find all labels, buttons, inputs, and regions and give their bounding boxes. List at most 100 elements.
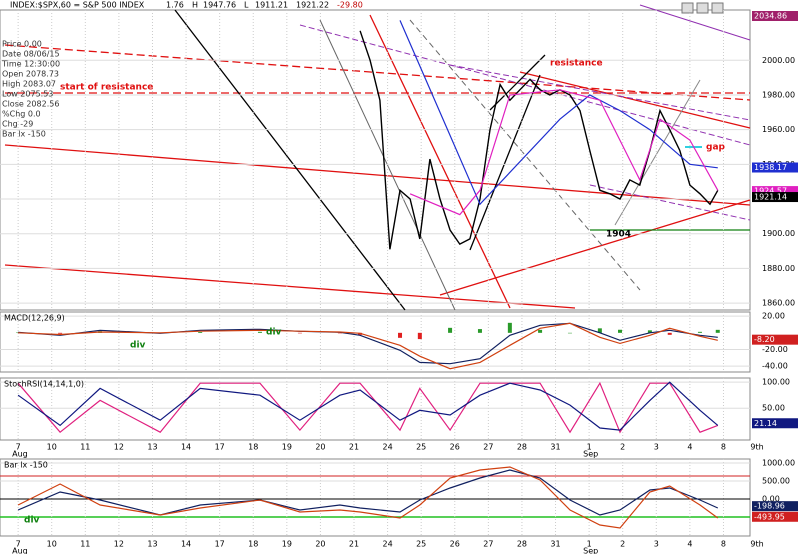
y-tick-label: 20.00 xyxy=(762,312,785,321)
maximize-button[interactable] xyxy=(696,2,709,14)
histogram-bar xyxy=(597,328,602,333)
series-line xyxy=(399,20,718,206)
info-line: Time 12:30:00 xyxy=(1,60,60,69)
last-value-label: 1921.14 xyxy=(754,193,787,202)
histogram-bar xyxy=(417,332,422,340)
x-tick-label: 24 xyxy=(383,540,393,549)
header-value: 1911.21 xyxy=(255,1,288,10)
x-tick-label: 17 xyxy=(215,540,225,549)
x-tick-label: 12 xyxy=(114,443,124,452)
annotation: 1904 xyxy=(606,230,631,240)
x-tick-label: 20 xyxy=(315,443,325,452)
header-value: 1921.22 xyxy=(296,1,329,10)
month-label: Sep xyxy=(583,547,598,554)
barlx-frame xyxy=(0,458,751,537)
info-line: Low 2075.53 xyxy=(2,90,53,99)
annotation: div xyxy=(266,328,282,338)
x-tick-label: 25 xyxy=(416,540,426,549)
y-tick-label: -40.00 xyxy=(762,362,788,371)
info-line: Date 08/06/15 xyxy=(2,50,60,59)
x-tick-label: 4 xyxy=(687,443,692,452)
x-tick-label: 14 xyxy=(181,540,191,549)
histogram-bar xyxy=(538,329,543,333)
last-value-label: -8.20 xyxy=(754,335,775,344)
series-line xyxy=(409,89,719,216)
last-value-label: -493.95 xyxy=(754,512,785,521)
panel-title: StochRSI(14,14,1,0) xyxy=(4,380,84,389)
series-line xyxy=(17,381,719,431)
x-tick-label: 12 xyxy=(114,540,124,549)
close-button[interactable] xyxy=(711,2,724,14)
y-tick-label: 1000.00 xyxy=(762,458,795,467)
x-tick-label: 17 xyxy=(215,443,225,452)
series-line xyxy=(17,469,719,516)
x-tick-label: 21 xyxy=(349,443,359,452)
x-tick-label: 9th xyxy=(750,443,763,452)
histogram-bar xyxy=(398,332,403,338)
histogram-bar xyxy=(507,322,512,333)
x-tick-label: 10 xyxy=(47,540,57,549)
panel-title: INDEX:$SPX,60 = S&P 500 INDEX xyxy=(10,1,145,10)
annotation: div xyxy=(130,341,146,351)
y-tick-label: 500.00 xyxy=(762,476,790,485)
x-tick-label: 21 xyxy=(349,540,359,549)
panel-title: MACD(12,26,9) xyxy=(4,314,65,323)
last-value-box xyxy=(752,162,798,173)
x-tick-label: 9th xyxy=(750,540,763,549)
histogram-bar xyxy=(337,332,342,334)
last-value-box xyxy=(752,192,798,203)
stoch-frame xyxy=(0,377,751,441)
y-tick-label: 1980.00 xyxy=(762,90,795,99)
y-tick-label: 2000.00 xyxy=(762,56,795,65)
x-tick-label: 1 xyxy=(587,443,592,452)
series-line xyxy=(17,381,719,434)
histogram-bar xyxy=(198,332,203,333)
histogram-bar xyxy=(257,331,262,333)
panel-title: Bar lx -150 xyxy=(4,461,48,470)
macd-frame xyxy=(0,311,751,373)
price-frame xyxy=(0,9,751,311)
y-tick-label: 1860.00 xyxy=(762,299,795,308)
histogram-bar xyxy=(448,327,453,333)
x-tick-label: 24 xyxy=(383,443,393,452)
x-tick-label: 4 xyxy=(687,540,692,549)
header-value: L xyxy=(244,1,249,10)
y-tick-label: 1900.00 xyxy=(762,229,795,238)
last-value-box xyxy=(752,186,798,197)
month-label: Aug xyxy=(12,450,28,459)
last-value-label: 2034.86 xyxy=(754,12,787,21)
series-line xyxy=(17,466,719,529)
histogram-bar xyxy=(567,332,572,334)
annotation: div xyxy=(24,516,40,526)
y-tick-label: 0.00 xyxy=(762,494,780,503)
histogram-bar xyxy=(647,330,652,333)
x-tick-label: 14 xyxy=(181,443,191,452)
last-value-label: 21.14 xyxy=(754,419,777,428)
last-value-box xyxy=(752,11,798,21)
window-buttons xyxy=(681,2,724,14)
x-tick-label: 3 xyxy=(654,443,659,452)
x-tick-label: 28 xyxy=(517,540,527,549)
last-value-label: 1924.57 xyxy=(754,187,787,196)
x-tick-label: 25 xyxy=(416,443,426,452)
y-tick-label: 1880.00 xyxy=(762,264,795,273)
y-tick-label: -20.00 xyxy=(762,345,788,354)
x-tick-label: 13 xyxy=(147,540,157,549)
x-tick-label: 8 xyxy=(721,443,726,452)
histogram-bar xyxy=(697,331,702,333)
x-tick-label: 18 xyxy=(248,443,258,452)
last-value-box xyxy=(752,334,798,345)
info-line: Chg -29 xyxy=(2,120,33,129)
x-tick-label: 1 xyxy=(587,540,592,549)
info-line: %Chg 0.0 xyxy=(2,110,41,119)
x-tick-label: 28 xyxy=(517,443,527,452)
minimize-button[interactable] xyxy=(681,2,694,14)
histogram-bar xyxy=(58,332,63,334)
annotation: resistance xyxy=(550,59,603,69)
header-value: -29.80 xyxy=(337,1,363,10)
x-tick-label: 20 xyxy=(315,540,325,549)
x-tick-label: 2 xyxy=(620,540,625,549)
histogram-bar xyxy=(618,329,623,333)
